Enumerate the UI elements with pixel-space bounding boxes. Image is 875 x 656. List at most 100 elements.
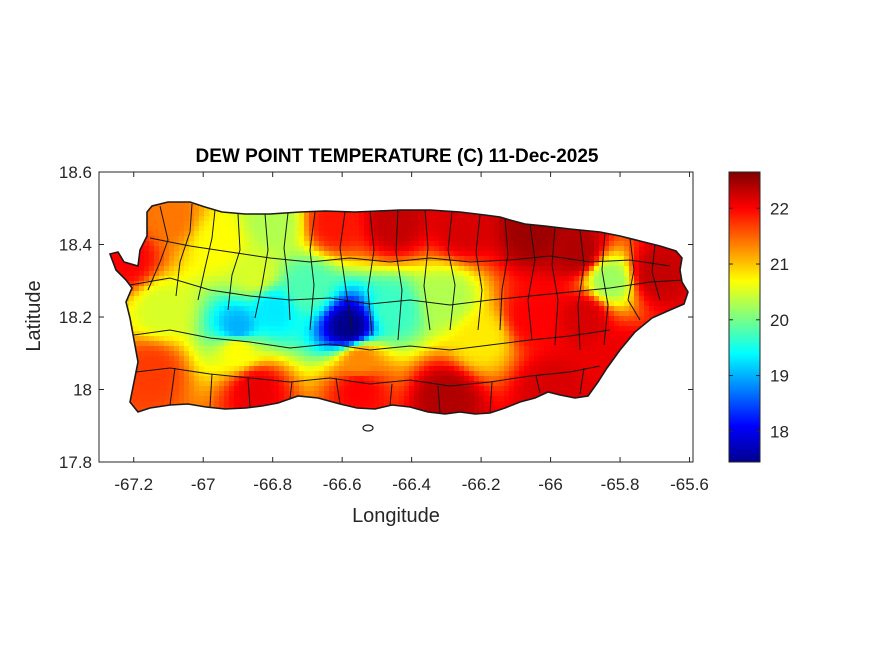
- field-cell: [539, 266, 545, 272]
- field-cell: [644, 301, 650, 307]
- field-cell: [304, 381, 310, 387]
- field-cell: [459, 251, 465, 257]
- field-cell: [279, 386, 285, 392]
- field-cell: [239, 301, 245, 307]
- field-cell: [609, 346, 615, 352]
- field-cell: [354, 236, 360, 242]
- field-cell: [184, 336, 190, 342]
- field-cell: [334, 256, 340, 262]
- field-cell: [514, 321, 520, 327]
- field-cell: [234, 226, 240, 232]
- field-cell: [344, 221, 350, 227]
- field-cell: [159, 206, 165, 212]
- field-cell: [554, 346, 560, 352]
- field-cell: [354, 286, 360, 292]
- field-cell: [539, 291, 545, 297]
- field-cell: [404, 326, 410, 332]
- field-cell: [569, 346, 575, 352]
- field-cell: [524, 281, 530, 287]
- field-cell: [494, 366, 500, 372]
- field-cell: [584, 236, 590, 242]
- field-cell: [419, 326, 425, 332]
- field-cell: [354, 351, 360, 357]
- field-cell: [309, 346, 315, 352]
- field-cell: [329, 216, 335, 222]
- field-cell: [324, 261, 330, 267]
- field-cell: [274, 266, 280, 272]
- field-cell: [454, 216, 460, 222]
- field-cell: [634, 251, 640, 257]
- field-cell: [464, 306, 470, 312]
- field-cell: [404, 376, 410, 382]
- field-cell: [614, 236, 620, 242]
- field-cell: [584, 346, 590, 352]
- field-cell: [169, 202, 175, 207]
- field-cell: [544, 376, 550, 382]
- field-cell: [594, 266, 600, 272]
- field-cell: [664, 266, 670, 272]
- field-cell: [164, 281, 170, 287]
- field-cell: [219, 371, 225, 377]
- field-cell: [144, 276, 150, 282]
- field-cell: [569, 296, 575, 302]
- field-cell: [269, 231, 275, 237]
- field-cell: [549, 236, 555, 242]
- field-cell: [444, 246, 450, 252]
- field-cell: [589, 296, 595, 302]
- field-cell: [284, 281, 290, 287]
- field-cell: [339, 396, 345, 402]
- field-cell: [229, 356, 235, 362]
- field-cell: [584, 231, 590, 237]
- field-cell: [219, 276, 225, 282]
- field-cell: [424, 351, 430, 357]
- field-cell: [394, 331, 400, 337]
- field-cell: [444, 351, 450, 357]
- field-cell: [384, 211, 390, 217]
- field-cell: [349, 226, 355, 232]
- field-cell: [449, 351, 455, 357]
- field-cell: [409, 301, 415, 307]
- field-cell: [269, 221, 275, 227]
- field-cell: [154, 236, 160, 242]
- field-cell: [354, 216, 360, 222]
- field-cell: [659, 256, 665, 262]
- field-cell: [379, 311, 385, 317]
- field-cell: [274, 236, 280, 242]
- field-cell: [429, 341, 435, 347]
- field-cell: [259, 301, 265, 307]
- field-cell: [444, 281, 450, 287]
- field-cell: [414, 326, 420, 332]
- field-cell: [274, 216, 280, 222]
- field-cell: [379, 401, 385, 407]
- field-cell: [479, 261, 485, 267]
- field-cell: [219, 256, 225, 262]
- field-cell: [474, 306, 480, 312]
- field-cell: [394, 346, 400, 352]
- field-cell: [459, 391, 465, 397]
- field-cell: [494, 326, 500, 332]
- field-cell: [324, 211, 330, 217]
- field-cell: [484, 321, 490, 327]
- field-cell: [239, 311, 245, 317]
- field-cell: [164, 351, 170, 357]
- field-cell: [254, 266, 260, 272]
- field-cell: [659, 291, 665, 297]
- field-cell: [224, 361, 230, 367]
- field-cell: [454, 391, 460, 397]
- field-cell: [404, 296, 410, 302]
- field-cell: [444, 226, 450, 232]
- field-cell: [639, 261, 645, 267]
- field-cell: [404, 246, 410, 252]
- field-cell: [364, 341, 370, 347]
- field-cell: [354, 276, 360, 282]
- field-cell: [309, 321, 315, 327]
- field-cell: [494, 391, 500, 397]
- field-cell: [444, 386, 450, 392]
- field-cell: [649, 301, 655, 307]
- field-cell: [349, 391, 355, 397]
- field-cell: [319, 381, 325, 387]
- field-cell: [644, 311, 650, 317]
- field-cell: [534, 311, 540, 317]
- field-cell: [344, 281, 350, 287]
- field-cell: [594, 326, 600, 332]
